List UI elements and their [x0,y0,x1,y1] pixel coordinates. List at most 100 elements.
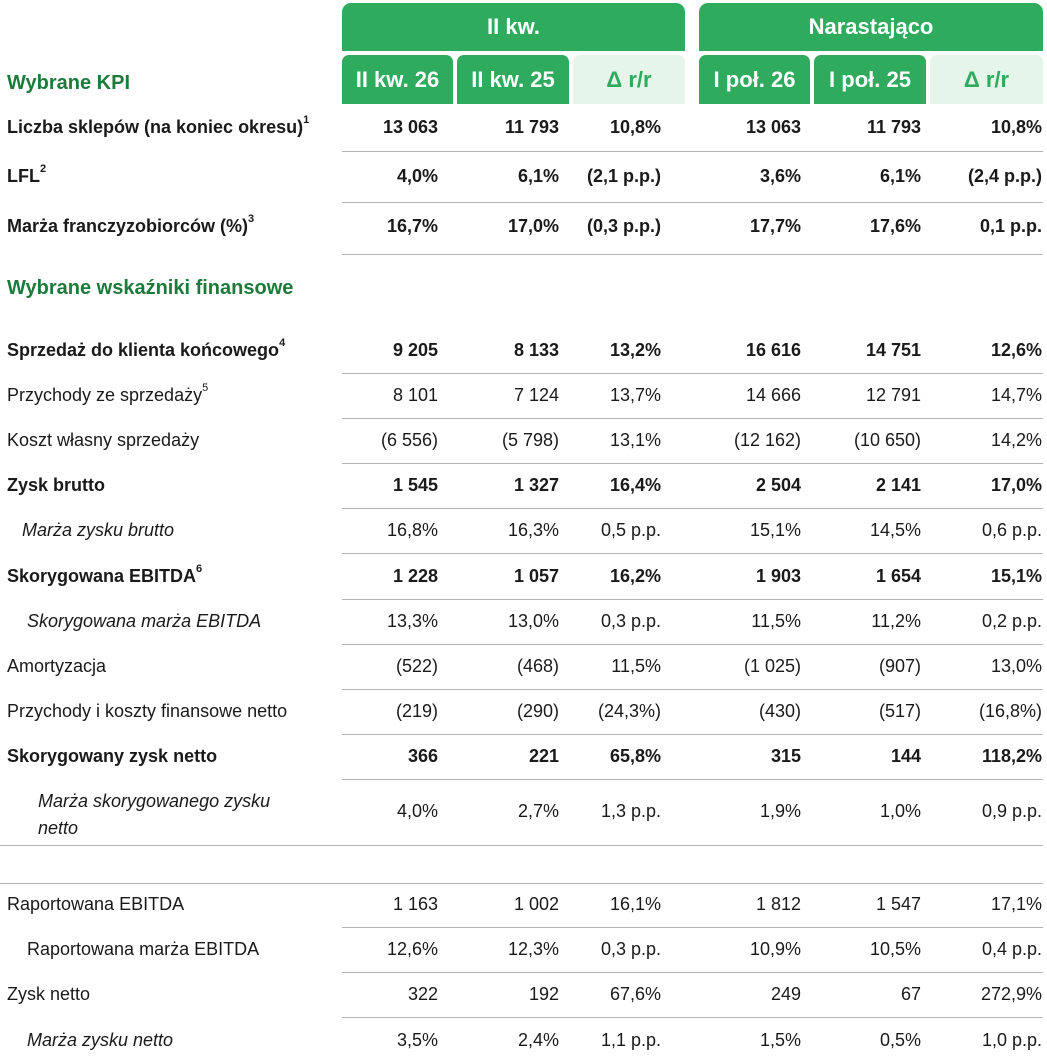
table-cell: 1 163 [392,894,438,914]
row-label: Marża skorygowanego zysku netto [38,788,270,842]
row-label: Raportowana EBITDA [7,894,184,915]
table-cell: 2,7% [517,801,559,821]
row-divider [342,202,1043,203]
table-cell: 17,1% [990,894,1042,914]
table-cell: 3,5% [396,1030,438,1050]
table-cell: 0,5% [879,1030,921,1050]
table-cell: 1,0 p.p. [981,1030,1042,1050]
table-cell: 0,4 p.p. [981,939,1042,959]
table-cell: 1 545 [392,475,438,495]
table-cell: 322 [407,984,438,1004]
table-cell: (290) [516,701,559,721]
row-divider [342,553,1043,554]
table-cell: 8 133 [513,340,559,360]
table-cell: 17,6% [869,216,921,236]
row-label-text: Skorygowana EBITDA [7,566,197,586]
table-cell: 17,7% [749,216,801,236]
table-cell: 0,6 p.p. [981,520,1042,540]
row-divider [342,644,1043,645]
table-cell: 10,9% [749,939,801,959]
table-cell: 6,1% [517,166,559,186]
table-cell: 315 [770,746,801,766]
table-cell: 7 124 [513,385,559,405]
table-cell: 1,0% [879,801,921,821]
table-cell: 0,5 p.p. [600,520,661,540]
table-cell: 2 141 [875,475,921,495]
table-cell: (2,1 p.p.) [586,166,661,186]
table-cell: 14,7% [990,385,1042,405]
col-header-delta-q: Δ r/r [573,55,685,104]
table-cell: 4,0% [396,166,438,186]
table-cell: 11 793 [504,117,559,137]
table-cell: 0,3 p.p. [600,939,661,959]
table-cell: 12,3% [507,939,559,959]
row-divider [342,599,1043,600]
row-label: Skorygowana marża EBITDA [27,611,261,632]
table-cell: 13,0% [507,611,559,631]
footnote-marker: 5 [202,382,209,394]
table-cell: 0,1 p.p. [979,216,1042,236]
table-cell: 1 057 [513,566,559,586]
table-cell: 2,4% [517,1030,559,1050]
row-label: Marża zysku netto [27,1030,173,1051]
table-cell: 16,8% [386,520,438,540]
table-cell: 249 [770,984,801,1004]
footnote-marker: 6 [196,563,203,575]
table-cell: (468) [516,656,559,676]
row-label-text: Przychody ze sprzedaży [7,385,203,405]
table-cell: 11,5% [611,656,661,676]
row-label-text: Amortyzacja [7,656,107,676]
table-cell: 1,3 p.p. [600,801,661,821]
row-label: Sprzedaż do klienta końcowego4 [7,337,285,361]
table-cell: 13 063 [745,117,801,137]
row-divider [342,779,1043,780]
table-cell: 12,6% [386,939,438,959]
table-cell: 11,5% [751,611,801,631]
row-label-line: netto [38,818,79,838]
row-divider [342,151,1043,152]
table-cell: 8 101 [392,385,438,405]
row-label: Przychody i koszty finansowe netto [7,701,287,722]
row-label-text: Raportowana marża EBITDA [27,939,260,959]
group-header-quarter: II kw. [342,3,685,51]
footnote-marker: 2 [40,163,47,175]
table-cell: 67 [900,984,921,1004]
table-cell: 4,0% [396,801,438,821]
table-cell: 11,2% [871,611,921,631]
table-cell: 14,5% [869,520,921,540]
table-cell: 1 903 [755,566,801,586]
table-cell: 1 002 [513,894,559,914]
row-label-text: Zysk netto [7,984,91,1004]
table-cell: 0,3 p.p. [600,611,661,631]
table-cell: 1 547 [875,894,921,914]
kpi-section-title: Wybrane KPI [7,72,130,94]
table-cell: 366 [407,746,438,766]
table-cell: 14 666 [745,385,801,405]
table-cell: 3,6% [759,166,801,186]
row-label: Raportowana marża EBITDA [27,939,259,960]
row-divider [342,254,1043,255]
table-cell: 2 504 [755,475,801,495]
row-divider [342,734,1043,735]
table-cell: (2,4 p.p.) [967,166,1042,186]
row-label-text: Koszt własny sprzedaży [7,430,200,450]
row-divider [342,689,1043,690]
row-label: Amortyzacja [7,656,106,677]
table-cell: (12 162) [733,430,801,450]
table-cell: (907) [878,656,921,676]
table-cell: 1,1 p.p. [600,1030,661,1050]
row-label-text: Marża franczyzobiorców (%) [7,216,249,236]
row-label-text: Marża zysku netto [27,1030,174,1050]
table-cell: (219) [395,701,438,721]
row-divider [342,508,1043,509]
table-cell: 65,8% [609,746,661,766]
table-cell: 192 [528,984,559,1004]
table-cell: 12 791 [865,385,921,405]
row-label-text: Zysk brutto [7,475,106,495]
table-cell: (16,8%) [978,701,1042,721]
row-label: Zysk netto [7,984,90,1005]
row-label-text: LFL [7,166,40,186]
table-cell: 15,1% [749,520,801,540]
table-cell: 15,1% [990,566,1042,586]
table-cell: 10,8% [609,117,661,137]
